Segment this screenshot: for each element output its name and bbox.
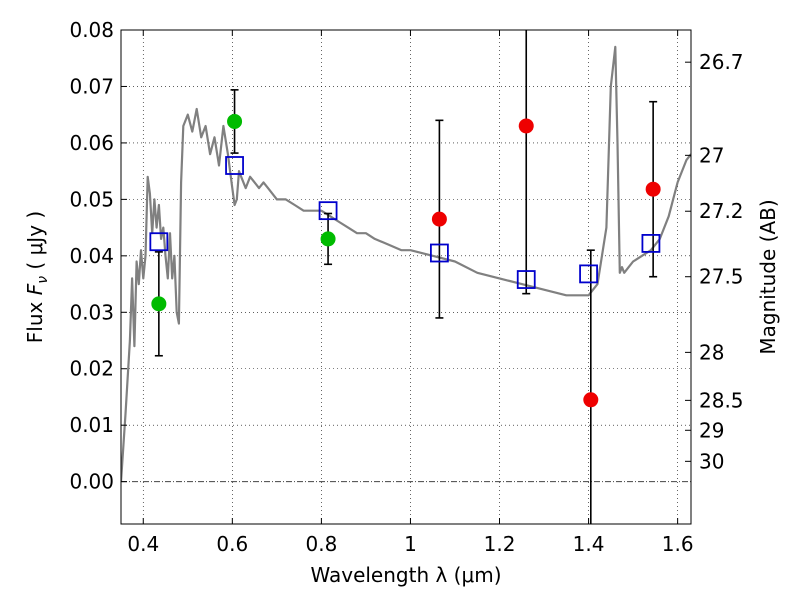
green-data-point: [151, 296, 167, 312]
red-data-point: [431, 211, 447, 227]
y-tick-label: 0.02: [69, 357, 114, 381]
right-axis-label: Magnitude (AB): [756, 199, 780, 354]
y-tick-label: 0.01: [69, 413, 114, 437]
right-tick-label: 27: [699, 143, 724, 167]
model-photometry-square: [579, 264, 598, 284]
right-tick-label: 27.5: [699, 265, 744, 289]
red-data-point: [645, 181, 661, 197]
model-photometry-square: [318, 201, 338, 221]
y-tick-label: 0.00: [69, 470, 114, 494]
model-photometry-square: [516, 270, 536, 289]
x-tick-label: 1: [404, 532, 417, 556]
model-photometry-square: [225, 156, 244, 175]
x-axis-label: Wavelength λ (μm): [310, 563, 501, 587]
y-tick-label: 0.04: [69, 244, 114, 268]
red-data-point: [583, 392, 599, 408]
right-tick-label: 30: [699, 449, 724, 473]
y-tick-label: 0.03: [69, 300, 114, 324]
x-tick-label: 1.6: [662, 532, 694, 556]
x-tick-label: 0.4: [127, 532, 159, 556]
green-data-point: [227, 113, 243, 129]
x-tick-label: 0.6: [216, 532, 248, 556]
right-tick-label: 26.7: [699, 50, 744, 74]
x-tick-label: 1.4: [573, 532, 605, 556]
right-tick-label: 29: [699, 418, 724, 442]
x-tick-label: 1.2: [484, 532, 516, 556]
right-tick-label: 27.2: [699, 199, 744, 223]
model-photometry-square: [429, 243, 449, 263]
y-tick-label: 0.08: [69, 18, 114, 42]
y-tick-label: 0.07: [69, 74, 114, 98]
model-spectrum-line: [121, 45, 691, 482]
plot-clip-group: [121, 30, 691, 524]
right-tick-label: 28.5: [699, 388, 744, 412]
y-tick-label: 0.06: [69, 131, 114, 155]
axis-ticks: 0.4 0.6 0.8 1 1.2 1.4 1.6 0.00 0.01 0.02 0.03 0.04 0…: [69, 18, 743, 556]
red-data-point: [518, 118, 534, 134]
green-data-point: [320, 231, 336, 247]
model-photometry-square: [149, 232, 169, 252]
x-tick-label: 0.8: [305, 532, 337, 556]
right-tick-label: 28: [699, 340, 724, 364]
plot-area: [121, 30, 691, 524]
model-photometry-square: [641, 234, 661, 253]
y-tick-label: 0.05: [69, 187, 114, 211]
